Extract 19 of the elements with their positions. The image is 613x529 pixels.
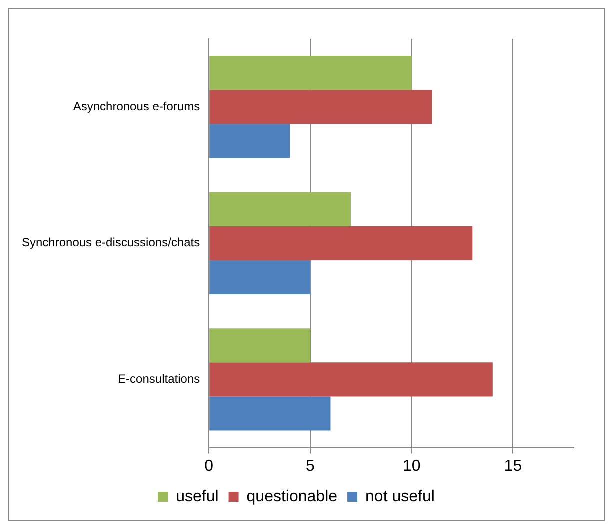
x-tick-label: 10 [402, 458, 421, 475]
legend-label: not useful [366, 488, 435, 506]
bar [210, 260, 310, 294]
bar [210, 396, 331, 431]
y-tick-label: Asynchronous e-forums [73, 99, 200, 114]
x-tick-label: 5 [306, 458, 315, 475]
bar [210, 90, 432, 124]
bar [210, 192, 351, 226]
x-tick-label: 15 [504, 458, 522, 475]
legend-label: useful [176, 488, 219, 506]
y-tick-label: Synchronous e-discussions/chats [22, 236, 200, 250]
bar [210, 226, 473, 260]
bar [210, 56, 412, 90]
x-tick-label: 0 [204, 458, 214, 475]
bar [210, 328, 310, 363]
legend-label: questionable [246, 488, 338, 506]
bar [210, 124, 290, 158]
y-tick-label: E-consultations [118, 372, 200, 386]
bar [210, 362, 493, 397]
